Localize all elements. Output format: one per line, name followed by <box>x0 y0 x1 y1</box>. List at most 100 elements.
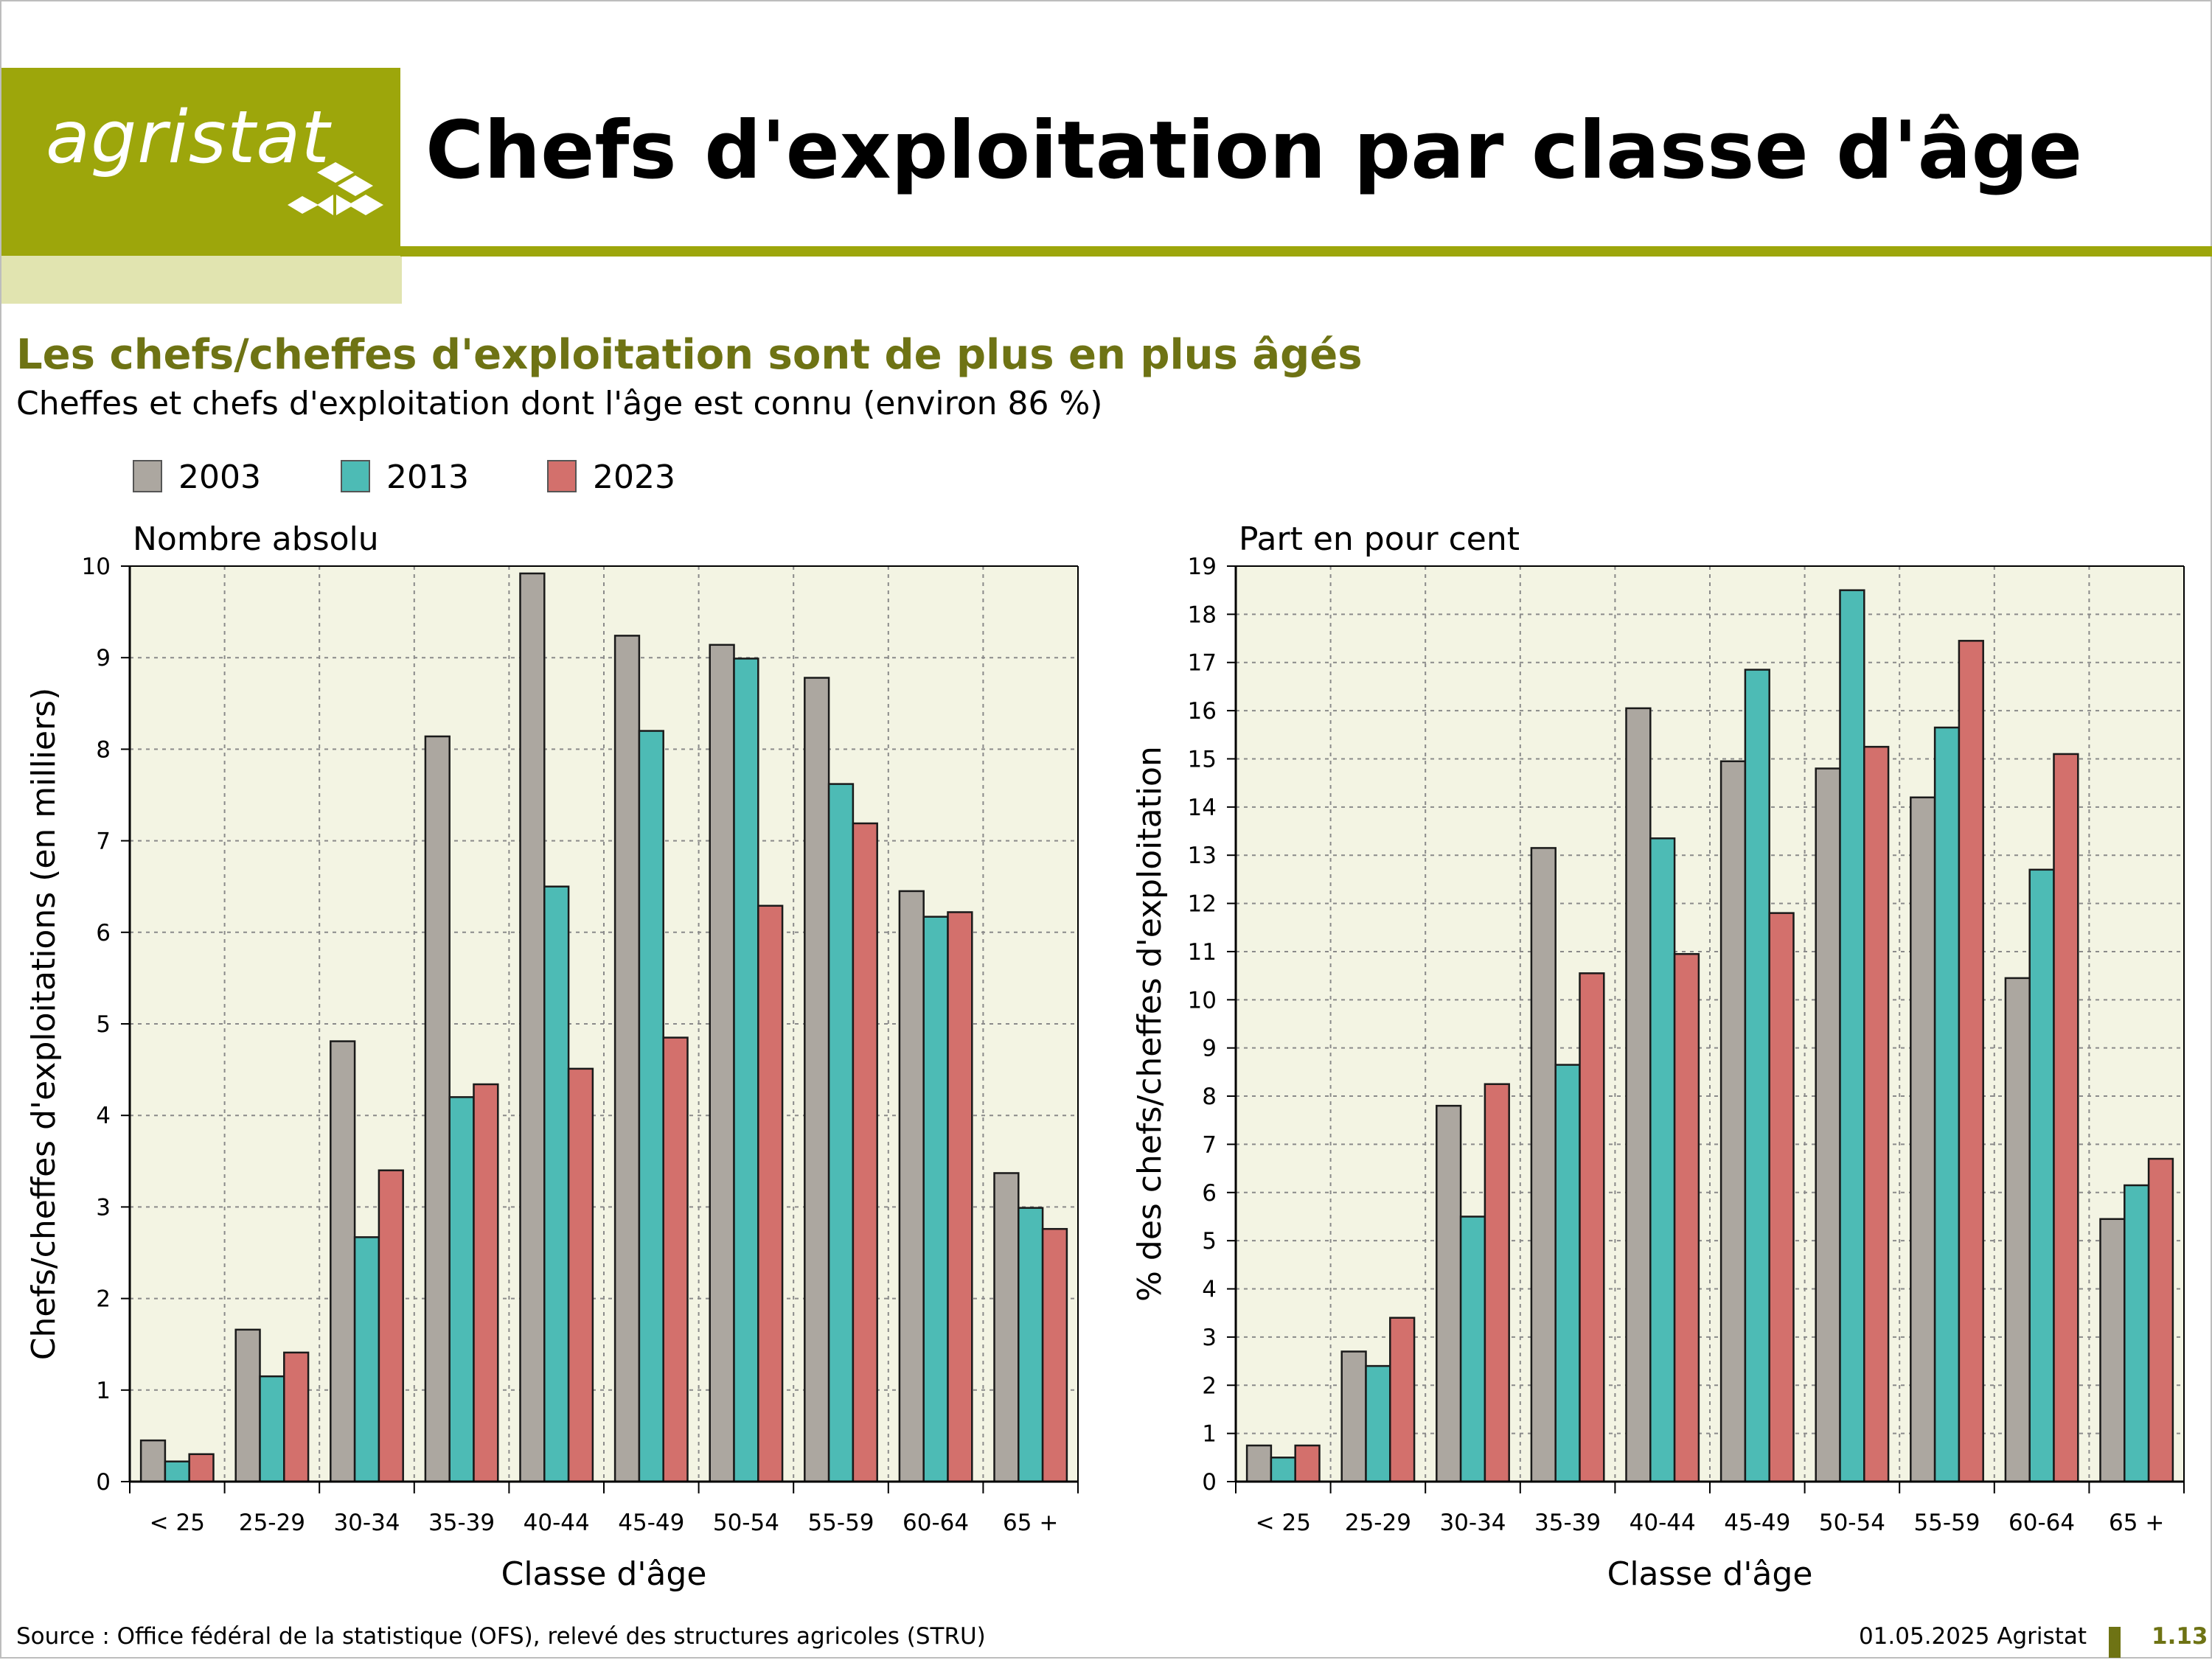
bar-2003-35-39 <box>1530 847 1557 1483</box>
bar-2013-25-29 <box>1365 1364 1391 1483</box>
legend-label: 2023 <box>593 458 675 496</box>
bar-2013-60-64 <box>2028 868 2055 1483</box>
bar-2023-55-59 <box>1958 640 1984 1483</box>
x-tick-label: 40-44 <box>1630 1510 1696 1536</box>
bar-2013-< 25 <box>1270 1457 1296 1483</box>
bar-2023-25-29 <box>283 1351 310 1483</box>
y-tick-label: 12 <box>1188 891 1217 918</box>
bar-2003-65 + <box>2099 1218 2126 1483</box>
bar-2003-60-64 <box>2004 977 2031 1483</box>
x-tick-label: 45-49 <box>1724 1510 1790 1536</box>
bar-2023-< 25 <box>1294 1444 1321 1483</box>
y-tick-label: 0 <box>1202 1469 1217 1496</box>
y-tick-label: 0 <box>96 1469 111 1496</box>
bar-2023-40-44 <box>1673 952 1700 1483</box>
page-title: Chefs d'exploitation par classe d'âge <box>425 105 2083 197</box>
bar-2013-50-54 <box>733 658 759 1483</box>
x-tick-label: < 25 <box>150 1510 205 1536</box>
y-tick-label: 2 <box>96 1286 111 1313</box>
y-tick-label: 3 <box>1202 1325 1217 1351</box>
bar-2023-45-49 <box>662 1036 689 1483</box>
y-tick-label: 10 <box>82 554 111 580</box>
y-tick-label: 9 <box>96 645 111 672</box>
bar-2023-60-64 <box>947 911 973 1483</box>
y-tick-label: 19 <box>1188 554 1217 580</box>
x-tick-label: 35-39 <box>428 1510 495 1536</box>
x-axis-label: Classe d'âge <box>1607 1555 1813 1593</box>
bar-2013-30-34 <box>1459 1216 1486 1483</box>
bar-2023-40-44 <box>567 1067 594 1483</box>
y-tick-label: 5 <box>1202 1228 1217 1255</box>
diamond-pattern-icon <box>288 162 383 215</box>
bar-2003-25-29 <box>234 1328 261 1483</box>
subheadline: Cheffes et chefs d'exploitation dont l'â… <box>16 385 1103 422</box>
bar-2023-65 + <box>1041 1227 1068 1483</box>
chart-title: Nombre absolu <box>133 520 379 558</box>
bar-2013-30-34 <box>353 1236 380 1483</box>
footer-accent-bar <box>2109 1627 2121 1658</box>
bar-2003-40-44 <box>1625 707 1652 1483</box>
chart-title: Part en pour cent <box>1239 520 1520 558</box>
y-tick-label: 7 <box>1202 1131 1217 1158</box>
x-tick-label: 60-64 <box>902 1510 969 1536</box>
x-tick-label: 60-64 <box>2008 1510 2075 1536</box>
bar-2013-65 + <box>2124 1184 2150 1483</box>
x-tick-label: 40-44 <box>524 1510 590 1536</box>
y-tick-label: 16 <box>1188 698 1217 725</box>
x-tick-label: 65 + <box>2109 1510 2164 1536</box>
bar-2023-50-54 <box>1863 745 1890 1483</box>
y-axis-label: % des chefs/cheffes d'exploitation <box>1131 746 1169 1302</box>
date-brand: 01.05.2025 Agristat <box>1858 1623 2087 1650</box>
page-number: 1.13 <box>2152 1623 2208 1650</box>
bar-2003-45-49 <box>1719 760 1747 1483</box>
x-tick-label: 50-54 <box>713 1510 779 1536</box>
y-tick-label: 6 <box>96 920 111 946</box>
bar-2003-55-59 <box>1910 796 1936 1483</box>
y-tick-label: 7 <box>96 829 111 855</box>
bar-2003-35-39 <box>424 735 451 1483</box>
x-tick-label: 25-29 <box>239 1510 305 1536</box>
bar-2013-40-44 <box>543 885 570 1483</box>
y-tick-label: 13 <box>1188 843 1217 869</box>
logo-underlay <box>1 256 402 304</box>
y-tick-label: 8 <box>1202 1084 1217 1110</box>
y-tick-label: 5 <box>96 1011 111 1038</box>
bar-2003-50-54 <box>1815 767 1841 1483</box>
bar-2023-35-39 <box>473 1083 499 1483</box>
bar-2013-45-49 <box>1744 669 1770 1483</box>
bar-2003-40-44 <box>519 572 546 1483</box>
bar-2023-65 + <box>2147 1157 2174 1483</box>
logo-wordmark: agristat <box>46 96 330 180</box>
y-tick-label: 6 <box>1202 1180 1217 1207</box>
legend-label: 2013 <box>386 458 469 496</box>
x-tick-label: < 25 <box>1256 1510 1311 1536</box>
bar-2003-65 + <box>993 1172 1020 1483</box>
y-tick-label: 10 <box>1188 987 1217 1014</box>
header-rule <box>400 246 2212 257</box>
x-tick-label: 55-59 <box>1913 1510 1980 1536</box>
bar-2013-40-44 <box>1649 837 1676 1483</box>
bar-2003-30-34 <box>1436 1104 1462 1483</box>
bar-2023-45-49 <box>1768 912 1795 1483</box>
x-tick-label: 25-29 <box>1345 1510 1411 1536</box>
bar-2023-35-39 <box>1579 972 1605 1483</box>
bar-2003-50-54 <box>709 644 735 1483</box>
legend-swatch <box>547 460 577 492</box>
legend-swatch <box>341 460 370 492</box>
bar-2023-55-59 <box>852 822 878 1483</box>
headline: Les chefs/cheffes d'exploitation sont de… <box>16 331 1363 379</box>
bar-2013-55-59 <box>1933 726 1961 1483</box>
y-tick-label: 4 <box>96 1103 111 1129</box>
agristat-logo: agristat <box>1 68 400 256</box>
bar-2023-25-29 <box>1389 1317 1416 1483</box>
x-tick-label: 55-59 <box>807 1510 874 1536</box>
source-note: Source : Office fédéral de la statistiqu… <box>16 1623 986 1650</box>
bar-2013-35-39 <box>1554 1064 1581 1483</box>
y-tick-label: 2 <box>1202 1373 1217 1399</box>
bar-2003-25-29 <box>1340 1350 1367 1483</box>
x-tick-label: 35-39 <box>1534 1510 1601 1536</box>
x-axis-label: Classe d'âge <box>501 1555 707 1593</box>
bar-2003-< 25 <box>1245 1444 1273 1483</box>
